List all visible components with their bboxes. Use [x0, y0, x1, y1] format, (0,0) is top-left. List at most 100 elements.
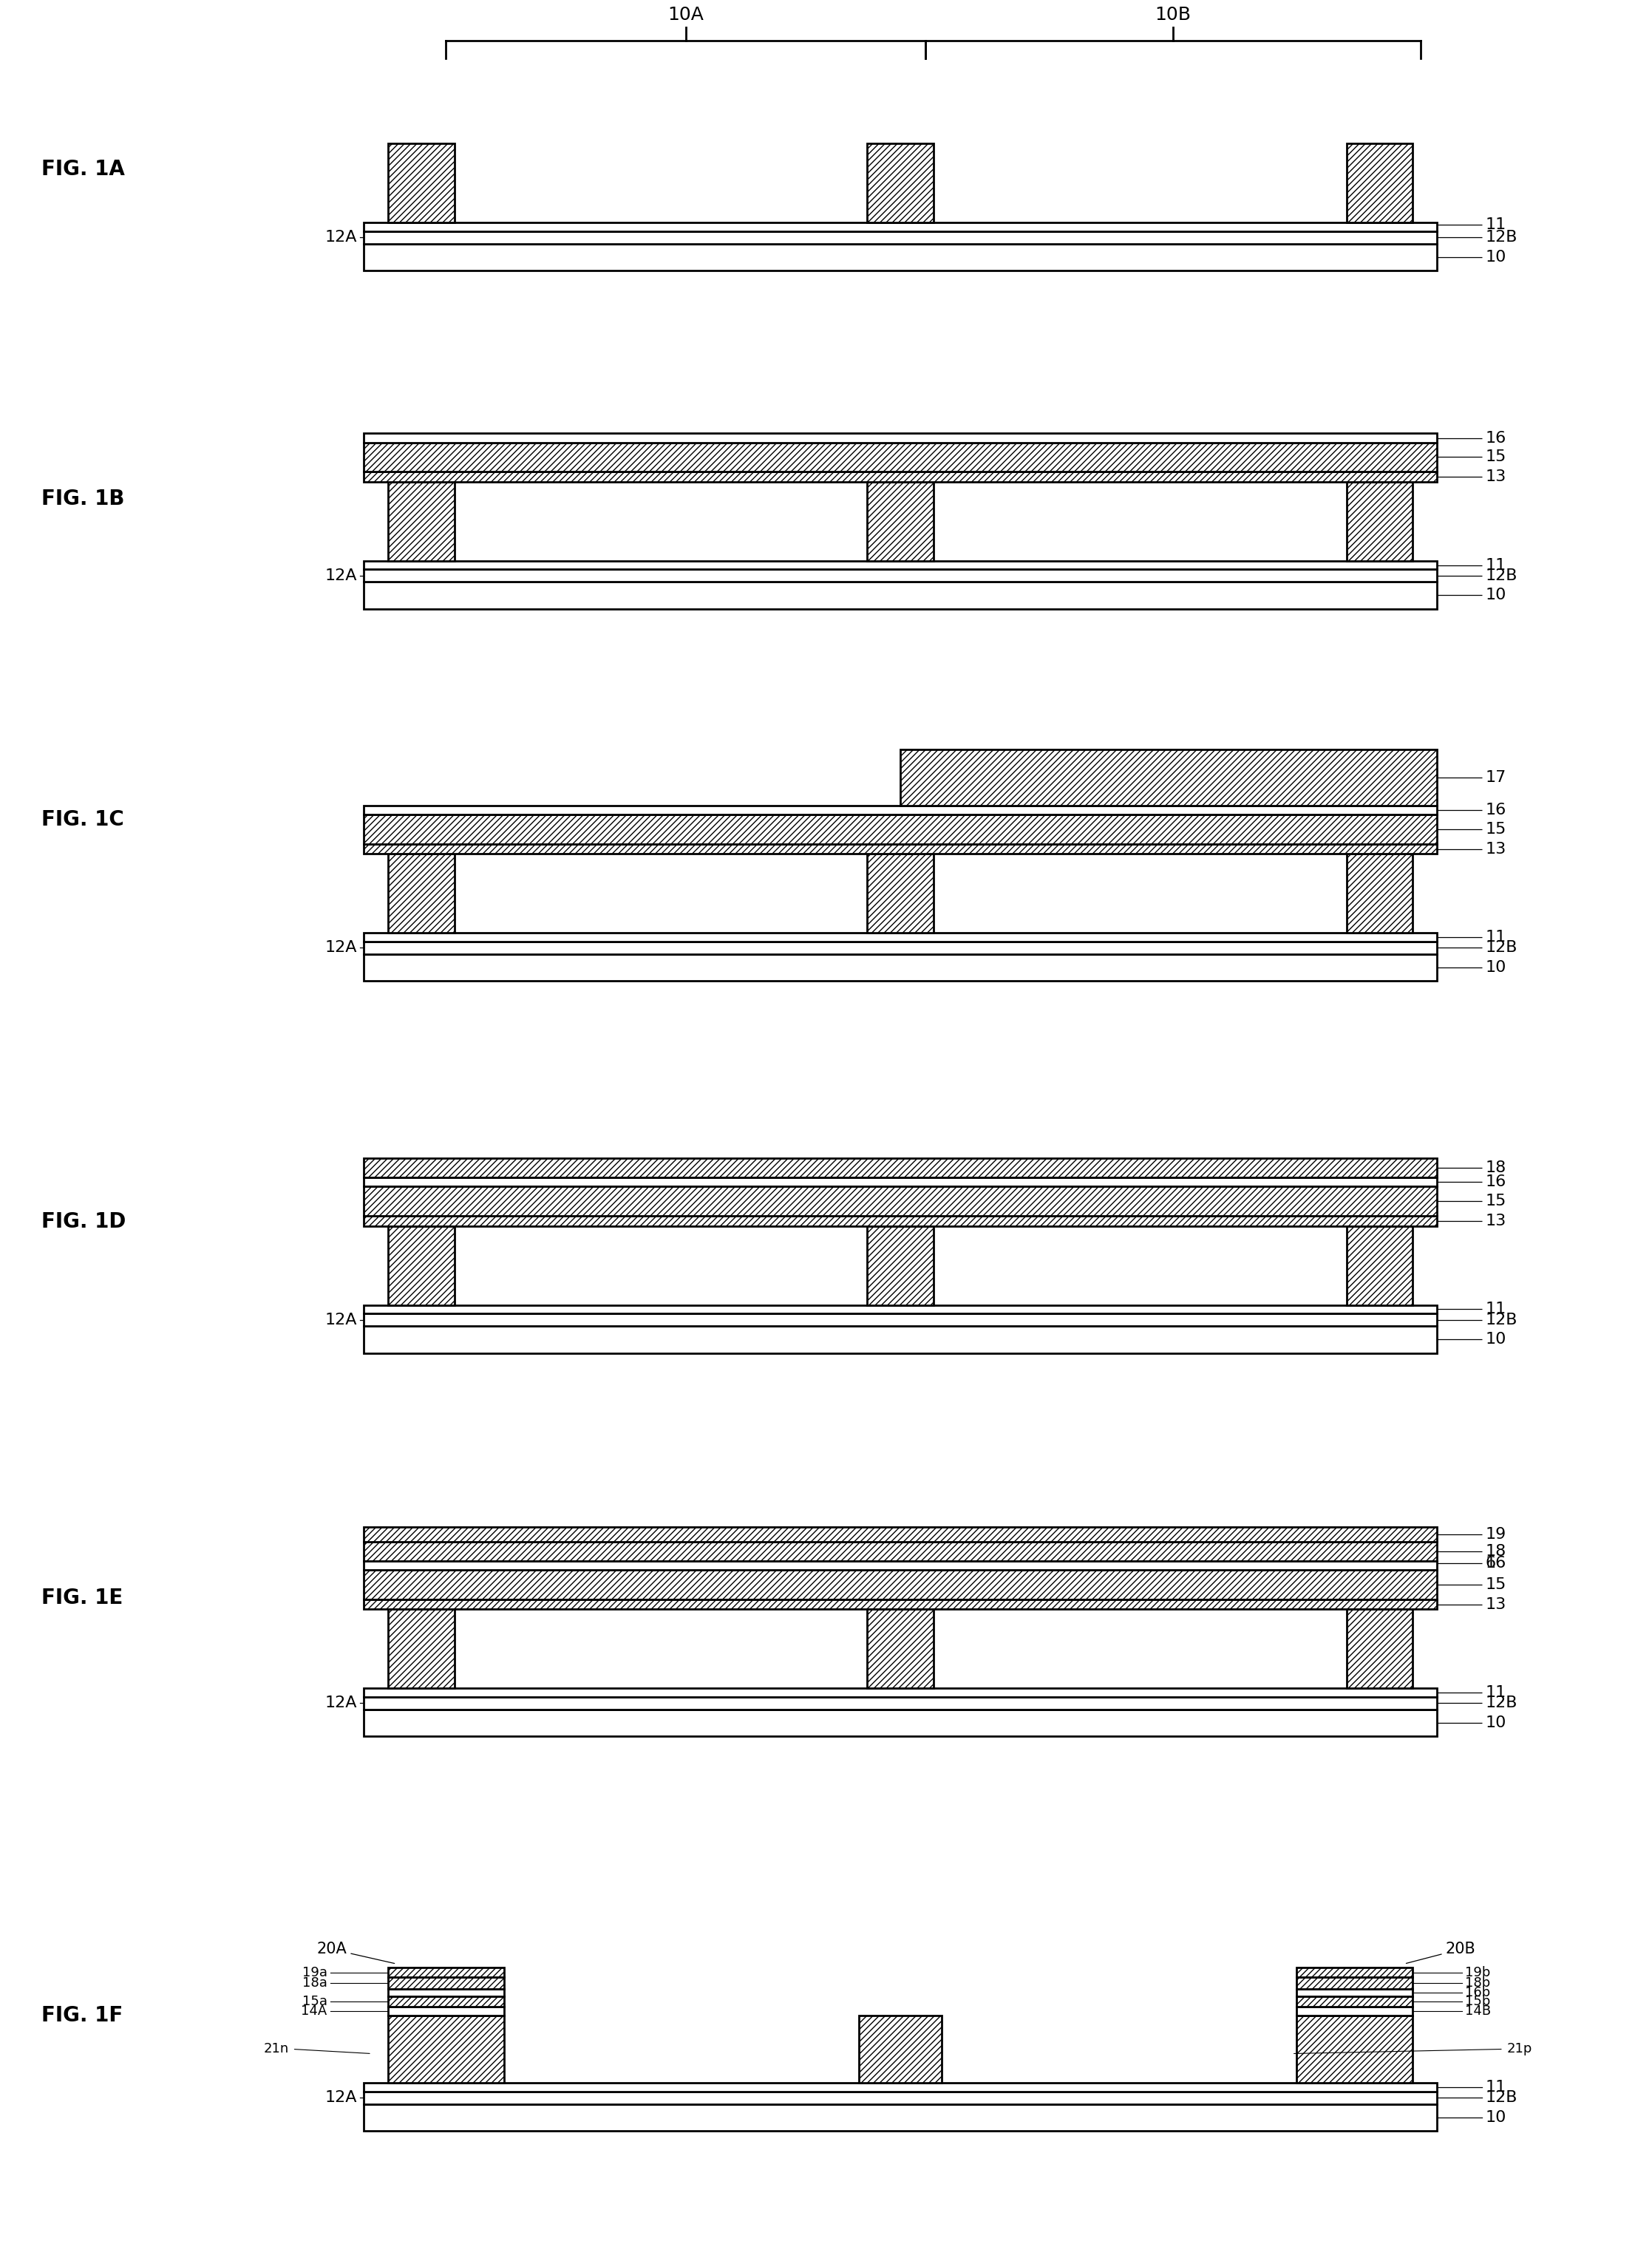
Text: 16: 16 [1485, 1556, 1507, 1569]
Bar [1346, 483, 1412, 561]
Text: 10: 10 [1485, 1716, 1507, 1730]
Text: 19b: 19b [1465, 1966, 1490, 1980]
Text: 15: 15 [1485, 449, 1507, 465]
Bar [363, 1560, 1437, 1569]
Bar [363, 223, 1437, 232]
Bar [900, 749, 1437, 805]
Bar [363, 805, 1437, 814]
Text: 12B: 12B [1485, 2090, 1517, 2106]
Bar [363, 1306, 1437, 1312]
Bar [1297, 1978, 1412, 1989]
Bar [859, 2016, 942, 2084]
Text: 11: 11 [1485, 557, 1507, 573]
Bar [388, 1989, 504, 1996]
Bar [1346, 144, 1412, 223]
Bar [363, 1312, 1437, 1326]
Bar [1346, 1227, 1412, 1306]
Text: 12A: 12A [325, 2090, 357, 2106]
Text: 11: 11 [1485, 1301, 1507, 1317]
Text: 18a: 18a [302, 1975, 327, 1989]
Text: 13: 13 [1485, 469, 1507, 485]
Text: 21n: 21n [264, 2043, 289, 2057]
Text: 11: 11 [1485, 216, 1507, 232]
Text: 10A: 10A [667, 7, 704, 23]
Text: 13: 13 [1485, 1597, 1507, 1612]
Text: 20B: 20B [1406, 1942, 1475, 1964]
Bar [363, 1186, 1437, 1215]
Bar [1297, 1966, 1412, 1978]
Text: 11: 11 [1485, 2079, 1507, 2095]
Text: 18: 18 [1485, 1545, 1507, 1558]
Text: 10: 10 [1485, 2111, 1507, 2124]
Bar [867, 1610, 933, 1689]
Bar [363, 1689, 1437, 1696]
Text: 15a: 15a [302, 1996, 327, 2009]
Bar [867, 483, 933, 561]
Text: 16: 16 [1485, 1175, 1507, 1188]
Text: 19: 19 [1485, 1527, 1507, 1542]
Text: 11: 11 [1485, 1684, 1507, 1700]
Text: 6: 6 [1485, 1556, 1495, 1569]
Text: FIG. 1A: FIG. 1A [41, 158, 126, 180]
Text: 17: 17 [1485, 769, 1507, 785]
Text: 13: 13 [1485, 1213, 1507, 1229]
Text: 21p: 21p [1507, 2043, 1531, 2057]
Bar [1297, 1996, 1412, 2007]
Text: FIG. 1D: FIG. 1D [41, 1211, 126, 1231]
Text: 15: 15 [1485, 821, 1507, 837]
Bar [363, 1326, 1437, 1353]
Bar [363, 934, 1437, 943]
Bar [1297, 2007, 1412, 2016]
Text: 16b: 16b [1465, 1987, 1490, 2000]
Text: FIG. 1C: FIG. 1C [41, 810, 124, 830]
Bar [363, 1599, 1437, 1610]
Bar [363, 2093, 1437, 2104]
Bar [363, 571, 1437, 582]
Bar [388, 483, 454, 561]
Text: 12A: 12A [325, 1312, 357, 1328]
Text: 12B: 12B [1485, 1312, 1517, 1328]
Bar [388, 1996, 504, 2007]
Bar [363, 471, 1437, 483]
Bar [363, 1709, 1437, 1736]
Bar [1297, 1989, 1412, 1996]
Bar [388, 2016, 504, 2084]
Bar [867, 144, 933, 223]
Text: 20A: 20A [317, 1942, 395, 1964]
Text: 12A: 12A [325, 940, 357, 956]
Bar [363, 561, 1437, 571]
Bar [363, 1542, 1437, 1560]
Text: 12B: 12B [1485, 568, 1517, 584]
Bar [388, 1227, 454, 1306]
Text: 11: 11 [1485, 929, 1507, 945]
Bar [363, 1527, 1437, 1542]
Bar [363, 244, 1437, 271]
Text: 10B: 10B [1155, 7, 1191, 23]
Text: 13: 13 [1485, 841, 1507, 857]
Bar [363, 1696, 1437, 1709]
Text: FIG. 1F: FIG. 1F [41, 2005, 122, 2025]
Bar [363, 814, 1437, 843]
Text: 12B: 12B [1485, 230, 1517, 246]
Text: 19a: 19a [302, 1966, 327, 1980]
Text: 12B: 12B [1485, 940, 1517, 956]
Bar [363, 1569, 1437, 1599]
Bar [363, 442, 1437, 471]
Bar [1346, 855, 1412, 934]
Bar [363, 232, 1437, 244]
Bar [388, 1978, 504, 1989]
Bar [363, 2084, 1437, 2093]
Bar [388, 2007, 504, 2016]
Bar [388, 144, 454, 223]
Bar [867, 1227, 933, 1306]
Text: 14B: 14B [1465, 2005, 1492, 2018]
Text: 12A: 12A [325, 1696, 357, 1712]
Text: 18: 18 [1485, 1161, 1507, 1175]
Text: 16: 16 [1485, 431, 1507, 444]
Text: 18b: 18b [1465, 1975, 1490, 1989]
Text: 10: 10 [1485, 250, 1507, 264]
Text: 10: 10 [1485, 589, 1507, 602]
Bar [1297, 2016, 1412, 2084]
Bar [363, 433, 1437, 442]
Bar [363, 2104, 1437, 2131]
